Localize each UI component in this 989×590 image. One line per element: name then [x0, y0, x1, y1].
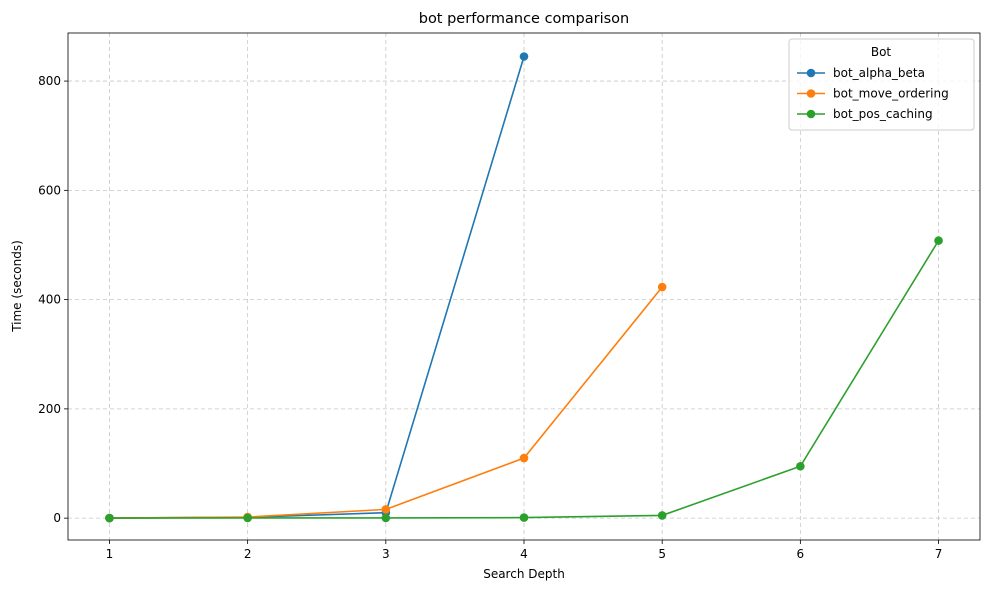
- x-tick-label: 1: [106, 547, 114, 561]
- y-tick-label: 600: [38, 183, 61, 197]
- legend-entry: bot_alpha_beta: [797, 66, 925, 80]
- legend-entry: bot_move_ordering: [797, 87, 949, 101]
- x-tick-label: 5: [658, 547, 666, 561]
- y-tick-label: 800: [38, 74, 61, 88]
- legend-label: bot_move_ordering: [833, 87, 949, 101]
- y-axis-label: Time (seconds): [10, 240, 24, 333]
- series-line: [109, 56, 525, 519]
- data-point: [519, 453, 529, 463]
- y-tick-label: 400: [38, 293, 61, 307]
- data-point: [105, 513, 114, 523]
- legend-marker: [806, 89, 816, 98]
- x-tick-label: 3: [382, 547, 390, 561]
- data-point: [934, 236, 943, 245]
- x-tick-label: 6: [797, 547, 805, 561]
- y-tick-label: 200: [38, 402, 61, 416]
- data-point: [519, 513, 529, 522]
- data-point: [381, 505, 391, 514]
- y-tick-label: 0: [53, 511, 61, 525]
- legend-label: bot_alpha_beta: [833, 66, 925, 80]
- data-point: [657, 511, 667, 520]
- legend-marker: [806, 68, 816, 78]
- legend: Bot bot_alpha_beta bot_move_ordering bot_p…: [788, 38, 975, 131]
- x-tick-label: 7: [935, 547, 943, 561]
- series-layer: [105, 52, 943, 523]
- data-point: [243, 513, 252, 523]
- series-bot_pos_caching: [105, 236, 943, 523]
- data-point: [657, 282, 667, 292]
- x-axis-label: Search Depth: [483, 567, 565, 581]
- series-bot_alpha_beta: [105, 52, 529, 523]
- data-point: [519, 52, 529, 61]
- chart-title: bot performance comparison: [419, 11, 630, 27]
- legend-frame: [788, 38, 975, 131]
- legend-label: bot_pos_caching: [833, 107, 933, 121]
- tick-layer: 1 2 3 4 5 6 7 0 200 400 600 800: [38, 74, 942, 561]
- series-bot_move_ordering: [105, 282, 667, 523]
- legend-entry: bot_pos_caching: [797, 107, 933, 121]
- legend-title: Bot: [871, 45, 892, 59]
- legend-marker: [806, 109, 816, 119]
- x-tick-label: 4: [520, 547, 528, 561]
- data-point: [381, 513, 391, 523]
- x-tick-label: 2: [244, 547, 252, 561]
- data-point: [796, 461, 805, 471]
